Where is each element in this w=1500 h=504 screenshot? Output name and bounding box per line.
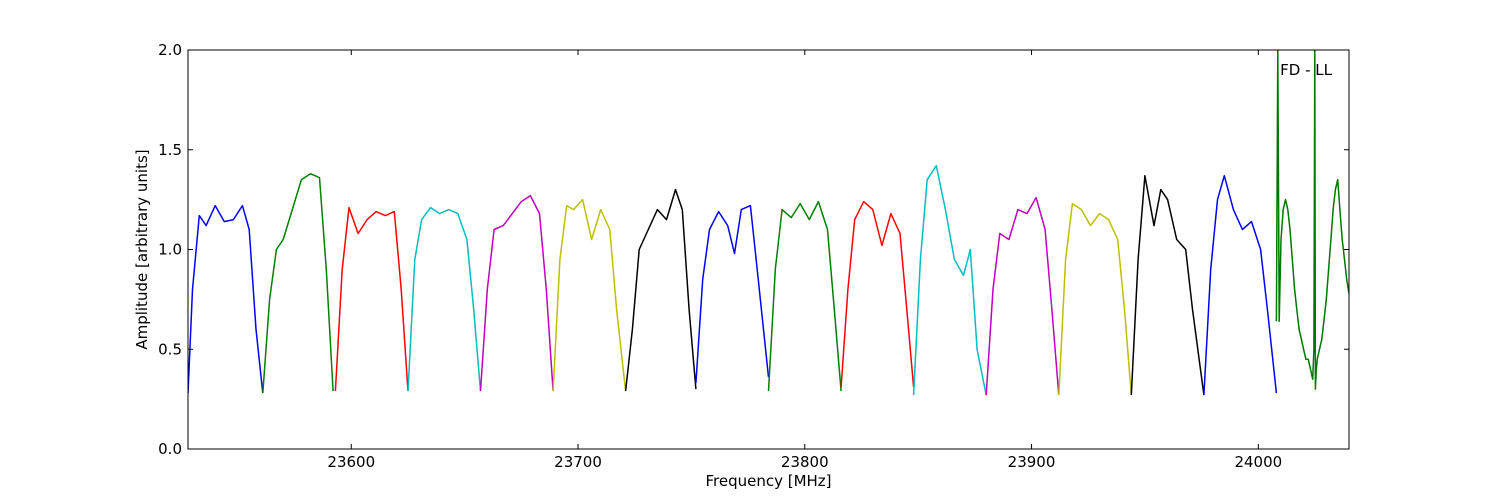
x-axis-label: Frequency [MHz] bbox=[705, 472, 831, 490]
series-line-11 bbox=[912, 164, 987, 396]
series-line-2 bbox=[262, 172, 334, 394]
series-line-14 bbox=[1130, 174, 1205, 396]
tick-layer: 23600 23700 23800 23900 24000 0.0 0.5 1.0 1.5 2.0 bbox=[158, 41, 1349, 471]
series-layer bbox=[188, 50, 1349, 396]
y-tick-label: 0.0 bbox=[158, 440, 182, 458]
series-line-10 bbox=[840, 200, 915, 388]
chart-annotation: FD - LL bbox=[1280, 61, 1332, 79]
series-line-4 bbox=[407, 206, 482, 392]
y-tick-label: 1.5 bbox=[158, 141, 182, 159]
y-tick-label: 2.0 bbox=[158, 41, 182, 59]
y-tick-label: 1.0 bbox=[158, 241, 182, 259]
x-tick-label: 23600 bbox=[327, 453, 375, 471]
series-line-9 bbox=[767, 200, 842, 392]
series-line-5 bbox=[479, 194, 554, 392]
series-line-15 bbox=[1203, 174, 1278, 396]
y-tick-label: 0.5 bbox=[158, 340, 182, 358]
y-axis-label: Amplitude [arbitrary units] bbox=[133, 149, 151, 349]
series-line-12 bbox=[985, 196, 1060, 396]
x-tick-label: 23700 bbox=[554, 453, 602, 471]
series-line-1 bbox=[188, 204, 264, 394]
x-tick-label: 23800 bbox=[781, 453, 829, 471]
series-line-8 bbox=[695, 204, 770, 384]
series-line-7 bbox=[624, 188, 697, 392]
series-line-6 bbox=[552, 198, 627, 392]
series-line-16 bbox=[1275, 50, 1349, 390]
series-line-3 bbox=[334, 206, 409, 392]
x-tick-label: 23900 bbox=[1008, 453, 1056, 471]
series-line-13 bbox=[1058, 202, 1133, 396]
plot-frame bbox=[187, 49, 1350, 450]
x-tick-label: 24000 bbox=[1234, 453, 1282, 471]
